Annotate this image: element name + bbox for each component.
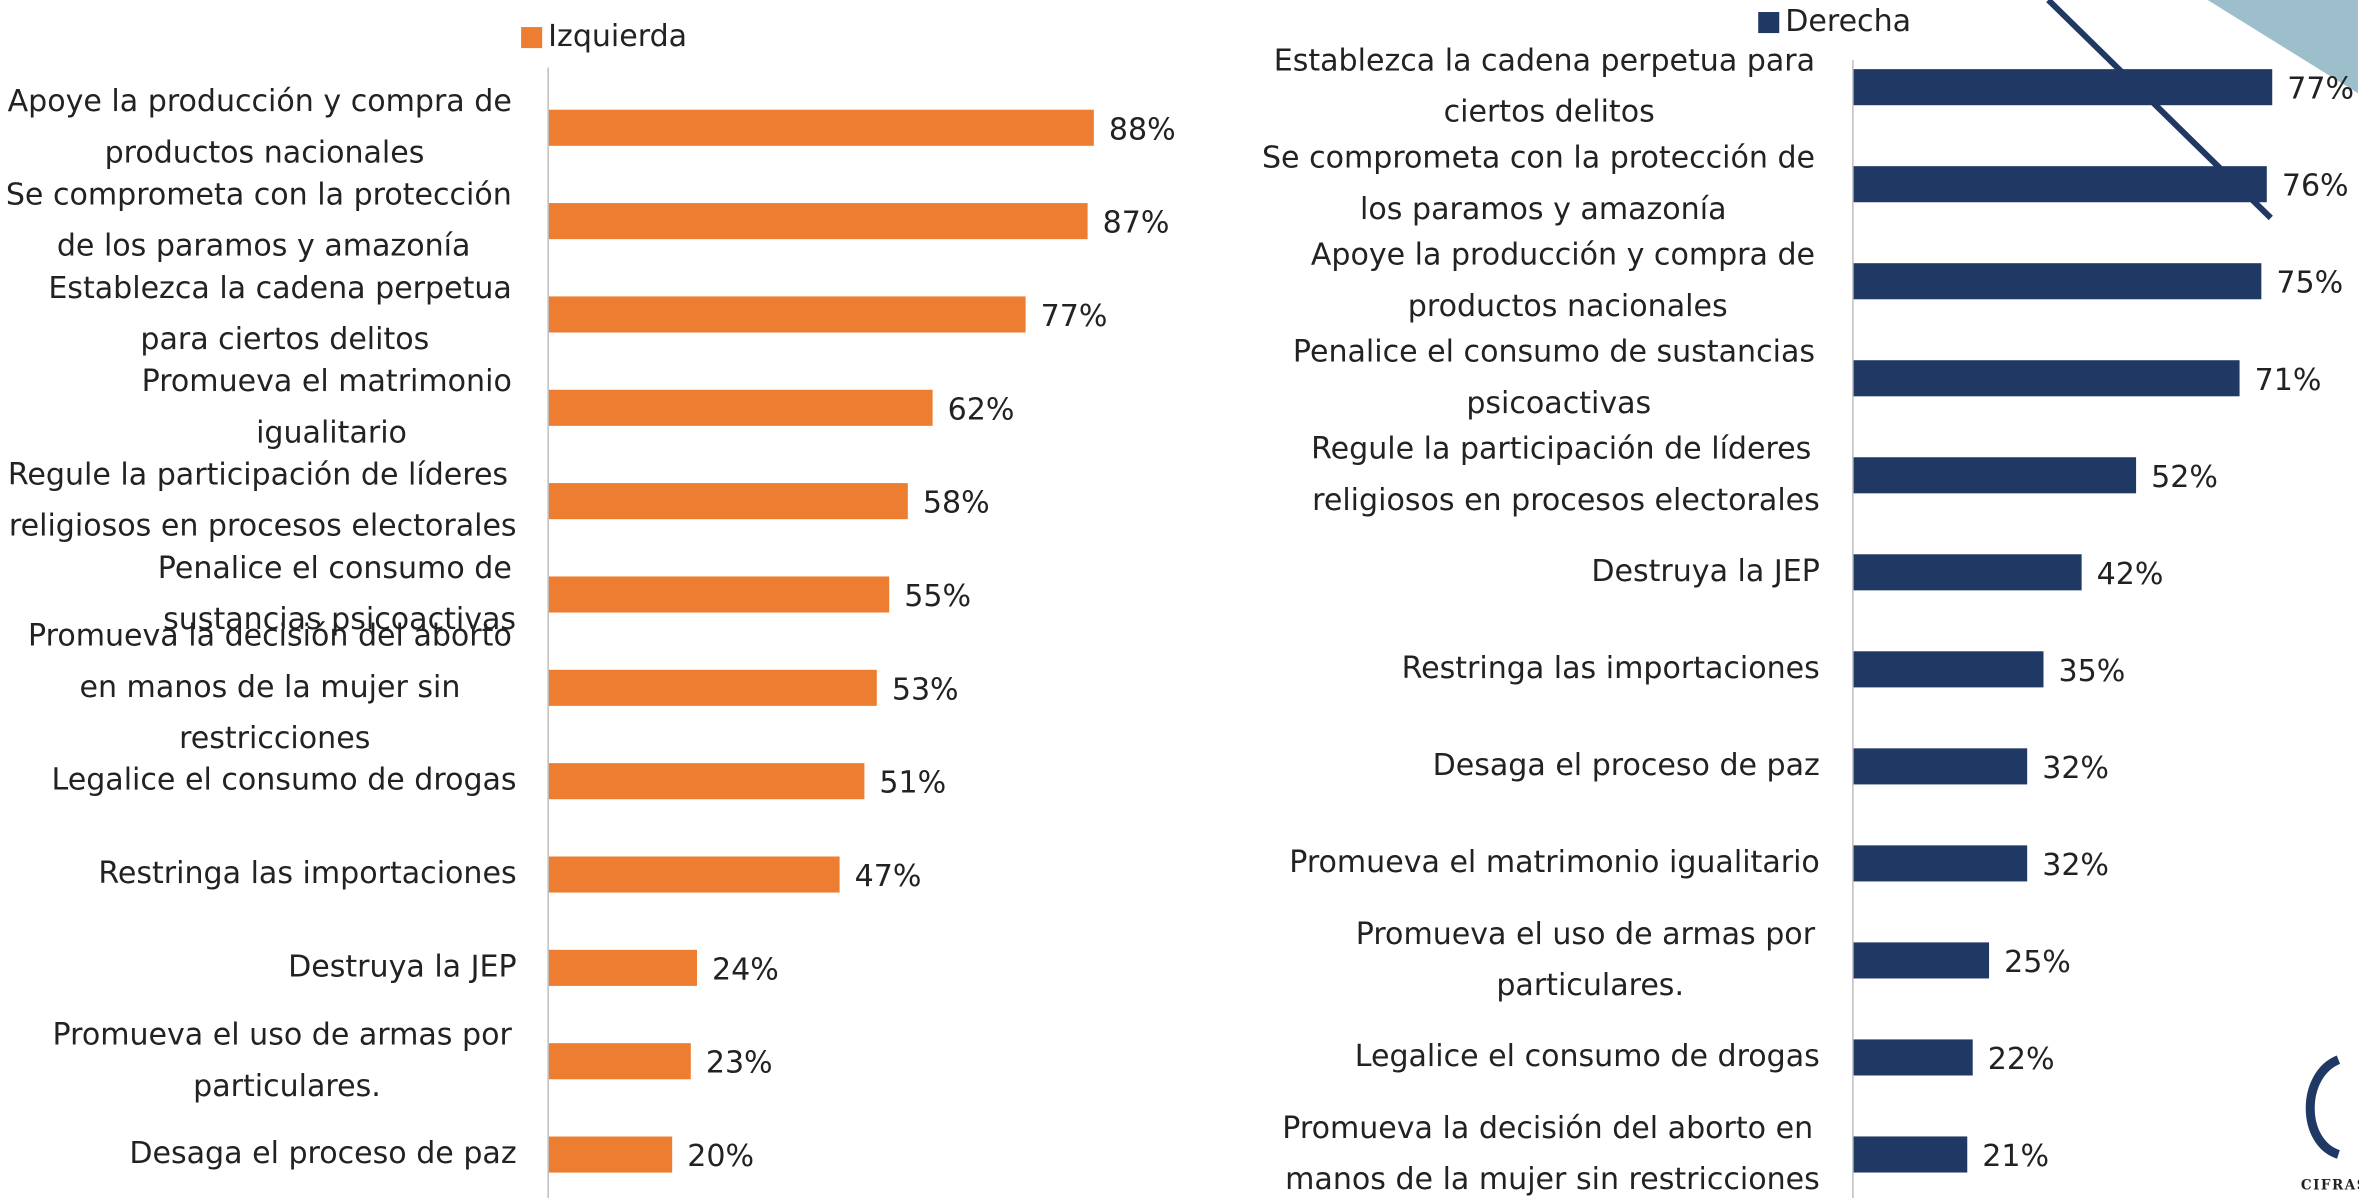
category-label: Promueva el uso de armas por particulare…: [1356, 916, 1825, 1002]
value-label: 42%: [2097, 557, 2164, 592]
category-label: Legalice el consumo de drogas: [1355, 1039, 1820, 1074]
category-label: Promueva la decisión del aborto en manos…: [1282, 1110, 1822, 1196]
category-label: Se comprometa con la protección de los p…: [6, 177, 522, 263]
value-label: 58%: [923, 486, 990, 521]
category-label: Apoye la producción y compra de producto…: [8, 84, 522, 170]
category-label: Restringa las importaciones: [98, 856, 516, 891]
bar: [548, 763, 865, 800]
bar: [548, 109, 1094, 146]
value-label: 32%: [2042, 751, 2109, 786]
bar: [548, 669, 877, 706]
value-label: 88%: [1109, 112, 1176, 147]
value-label: 53%: [892, 672, 959, 707]
category-label: Establezca la cadena perpetua para ciert…: [1274, 43, 1825, 129]
value-label: 23%: [706, 1046, 773, 1081]
category-label: Se comprometa con la protección de los p…: [1262, 140, 1825, 226]
bar: [548, 576, 890, 613]
category-label: Desaga el proceso de paz: [129, 1136, 516, 1171]
bar: [1852, 1039, 1973, 1076]
category-label: Promueva el matrimonio igualitario: [1289, 845, 1820, 880]
legend-swatch: [521, 27, 543, 49]
category-label: Desaga el proceso de paz: [1433, 748, 1820, 783]
value-label: 77%: [2287, 72, 2354, 107]
bar: [1852, 69, 2273, 106]
bar: [548, 1136, 673, 1173]
bar: [1852, 554, 2082, 591]
bar: [548, 1043, 691, 1080]
value-label: 52%: [2151, 460, 2218, 495]
legend-swatch: [1758, 12, 1780, 34]
value-label: 22%: [1988, 1042, 2055, 1077]
bar: [1852, 166, 2267, 203]
value-label: 75%: [2276, 266, 2343, 301]
category-label: Apoye la producción y compra de producto…: [1311, 237, 1825, 323]
value-label: 76%: [2282, 169, 2349, 204]
value-label: 32%: [2042, 848, 2109, 883]
bar: [1852, 263, 2262, 300]
value-label: 51%: [879, 766, 946, 801]
value-label: 20%: [687, 1139, 754, 1174]
value-label: 24%: [712, 952, 779, 987]
bar: [548, 856, 840, 893]
value-label: 71%: [2255, 363, 2322, 398]
category-label: Penalice el consumo de sustancias psicoa…: [158, 550, 522, 636]
value-label: 77%: [1041, 299, 1108, 334]
category-label: Regule la participación de líderes relig…: [1311, 431, 1821, 517]
value-label: 25%: [2004, 945, 2071, 980]
category-label: Destruya la JEP: [1591, 554, 1819, 589]
category-label: Restringa las importaciones: [1402, 651, 1820, 686]
category-label: Promueva el uso de armas por particulare…: [53, 1017, 522, 1103]
value-label: 62%: [948, 392, 1015, 427]
legend-label: Derecha: [1785, 4, 1911, 39]
value-label: 55%: [904, 579, 971, 614]
bar: [1852, 360, 2240, 397]
bar: [548, 296, 1026, 333]
value-label: 21%: [1982, 1139, 2049, 1174]
category-label: Promueva el matrimonio igualitario: [142, 364, 522, 450]
bar: [548, 389, 933, 426]
value-label: 47%: [855, 859, 922, 894]
bar: [1852, 942, 1990, 979]
category-label: Legalice el consumo de drogas: [52, 763, 517, 798]
bar: [548, 203, 1088, 240]
category-label: Establezca la cadena perpetua para ciert…: [48, 270, 521, 356]
category-label: Promueva la decisión del aborto en manos…: [28, 618, 521, 755]
value-label: 35%: [2059, 654, 2126, 689]
category-label: Destruya la JEP: [288, 949, 516, 984]
bar: [1852, 748, 2028, 785]
category-label: Regule la participación de líderes relig…: [8, 457, 518, 543]
bar: [548, 483, 908, 520]
bar: [1852, 845, 2028, 882]
bar: [548, 949, 697, 986]
legend-label: Izquierda: [548, 19, 687, 54]
value-label: 87%: [1103, 206, 1170, 241]
logo-text: CIFRAS: [2301, 1177, 2359, 1193]
category-label: Penalice el consumo de sustancias psicoa…: [1293, 334, 1825, 420]
bar: [1852, 651, 2044, 688]
bar: [1852, 1136, 1968, 1173]
logo-mark: [2305, 1055, 2341, 1159]
bar: [1852, 457, 2137, 494]
